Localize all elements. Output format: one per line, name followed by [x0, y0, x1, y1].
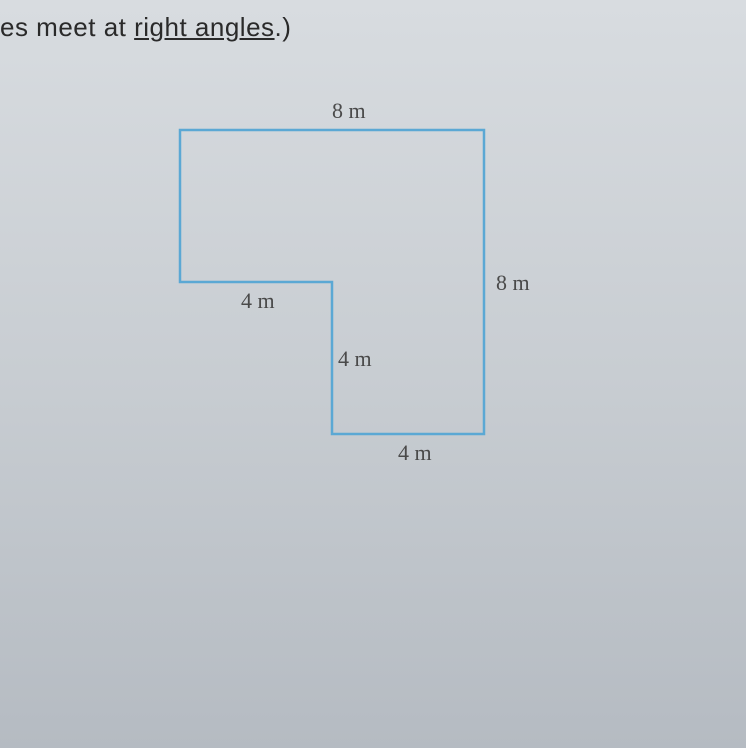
geometry-diagram: 8 m 8 m 4 m 4 m 4 m	[120, 80, 620, 530]
diagram-svg: 8 m 8 m 4 m 4 m 4 m	[120, 80, 620, 530]
dimension-label: 8 m	[496, 270, 530, 295]
dimension-label: 4 m	[398, 440, 432, 465]
instruction-suffix: .)	[275, 12, 292, 42]
dimension-label: 4 m	[338, 346, 372, 371]
dimension-label: 8 m	[332, 98, 366, 123]
dimension-label: 4 m	[241, 288, 275, 313]
instruction-text-fragment: es meet at right angles.)	[0, 12, 291, 43]
l-shape-polygon	[180, 130, 484, 434]
instruction-prefix: es meet at	[0, 12, 134, 42]
instruction-underlined: right angles	[134, 12, 274, 42]
